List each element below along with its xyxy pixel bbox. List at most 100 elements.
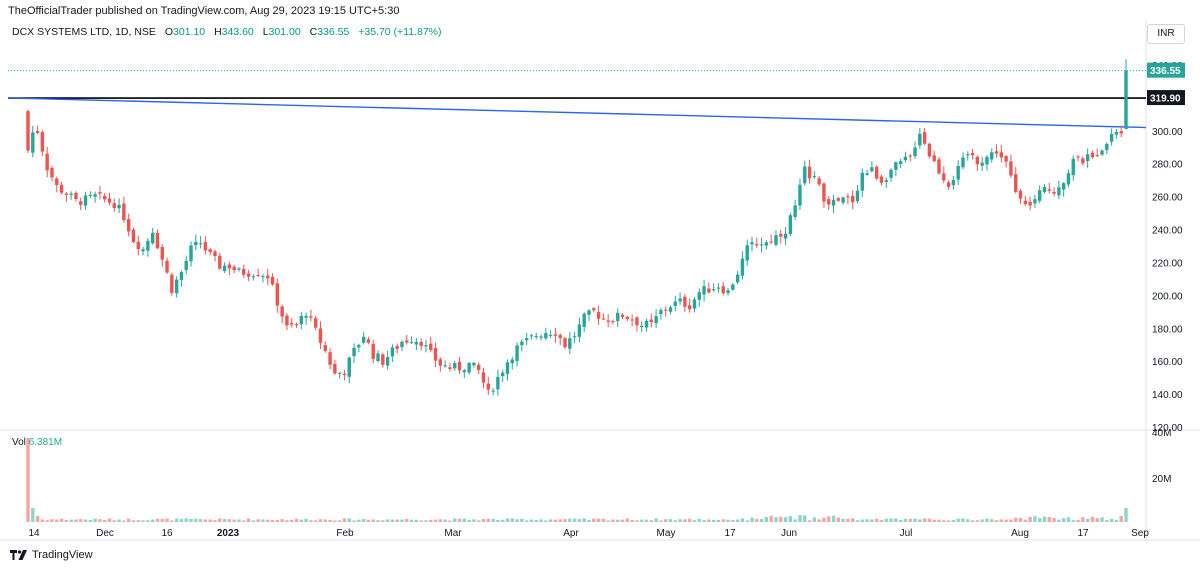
time-tick-label: Jun (781, 528, 797, 539)
candle-body (1052, 191, 1056, 194)
time-tick-label: Feb (336, 528, 354, 539)
resistance-badge-bg (1147, 90, 1185, 106)
volume-bar (150, 519, 155, 522)
candle-body (635, 317, 639, 326)
volume-bar (951, 520, 956, 522)
volume-bar (1105, 519, 1109, 522)
volume-bar (1028, 516, 1032, 522)
candle-body (294, 324, 299, 326)
candle-body (328, 352, 332, 365)
volume-bar (352, 520, 356, 522)
volume-tick-label: 20M (1152, 474, 1171, 485)
candle-body (352, 347, 356, 357)
candle-body (218, 255, 222, 269)
symbol-name[interactable]: DCX SYSTEMS LTD, 1D, NSE (12, 26, 156, 38)
candle-body (803, 166, 807, 184)
volume-bar (218, 518, 222, 522)
volume-bar (999, 519, 1004, 522)
volume-bar (98, 519, 102, 522)
candle-body (625, 316, 630, 320)
candle-body (649, 319, 654, 323)
candle-body (26, 111, 30, 151)
candle-body (994, 151, 999, 154)
trendline[interactable] (7, 97, 1147, 129)
volume-bar (587, 519, 591, 522)
volume-bar (726, 519, 730, 522)
volume-bar (309, 520, 313, 522)
candle-body (764, 242, 769, 246)
volume-bar (970, 520, 975, 522)
volume-bar (256, 519, 260, 522)
volume-bar (994, 520, 999, 522)
volume-bar (668, 519, 673, 522)
candle-body (146, 240, 150, 251)
candle-body (769, 241, 773, 243)
volume-bar (798, 515, 802, 522)
price-tick-label: 180.00 (1152, 324, 1183, 335)
volume-bar (908, 518, 912, 522)
volume-bar (103, 520, 107, 522)
volume-bar (251, 520, 256, 522)
candle-body (850, 195, 855, 203)
candle-body (242, 268, 246, 275)
candle-body (126, 219, 131, 232)
candle-body (956, 165, 960, 180)
volume-bar (755, 518, 759, 522)
volume-bar (865, 519, 869, 522)
candle-body (970, 152, 975, 156)
volume-bar (894, 518, 898, 522)
candle-body (534, 336, 538, 338)
volume-bar (333, 520, 337, 522)
volume-bar (855, 520, 860, 522)
volume-bar (568, 518, 572, 522)
volume-bar (659, 520, 663, 522)
candle-body (759, 244, 764, 246)
candle-body (779, 233, 783, 237)
volume-bar (371, 519, 375, 522)
candle-body (304, 315, 308, 318)
candle-body (548, 334, 553, 336)
candle-body (874, 166, 879, 179)
candle-body (170, 274, 174, 293)
candle-body (1037, 190, 1042, 201)
volume-bar (453, 518, 457, 522)
candle-body (687, 305, 692, 310)
time-tick-label: 17 (1077, 528, 1089, 539)
volume-bar (1018, 518, 1023, 522)
candle-body (812, 176, 817, 178)
candle-body (1009, 161, 1013, 176)
currency-button[interactable]: INR (1147, 24, 1185, 44)
volume-bar (477, 520, 481, 522)
candle-body (539, 336, 543, 338)
volume-bar (793, 519, 797, 522)
volume-bar (232, 519, 236, 522)
candle-body (500, 372, 505, 376)
last-price-label: 336.55 (1150, 66, 1181, 77)
volume-bar (683, 519, 687, 522)
volume-bar (246, 518, 251, 522)
candle-body (323, 345, 327, 351)
volume-bar (601, 518, 606, 522)
candle-body (553, 334, 558, 336)
candle-body (822, 183, 826, 202)
candle-body (999, 152, 1004, 158)
volume-bar (524, 520, 529, 522)
volume-bar (342, 518, 347, 522)
candle-body (98, 192, 102, 194)
volume-bar (913, 518, 917, 522)
volume-bar (414, 519, 419, 522)
volume-bar (313, 520, 318, 522)
volume-bar (198, 519, 203, 522)
volume-bar (697, 518, 701, 522)
candle-body (318, 328, 323, 343)
volume-bar (1124, 508, 1128, 522)
volume-bar (505, 518, 510, 522)
time-tick-label: May (657, 528, 676, 539)
volume-bar (1014, 517, 1018, 522)
candle-body (246, 273, 251, 277)
candle-body (961, 157, 965, 168)
volume-bar (1057, 519, 1061, 522)
volume-bar (1119, 516, 1123, 522)
volume-bar (280, 519, 284, 522)
volume-bar (927, 518, 932, 522)
